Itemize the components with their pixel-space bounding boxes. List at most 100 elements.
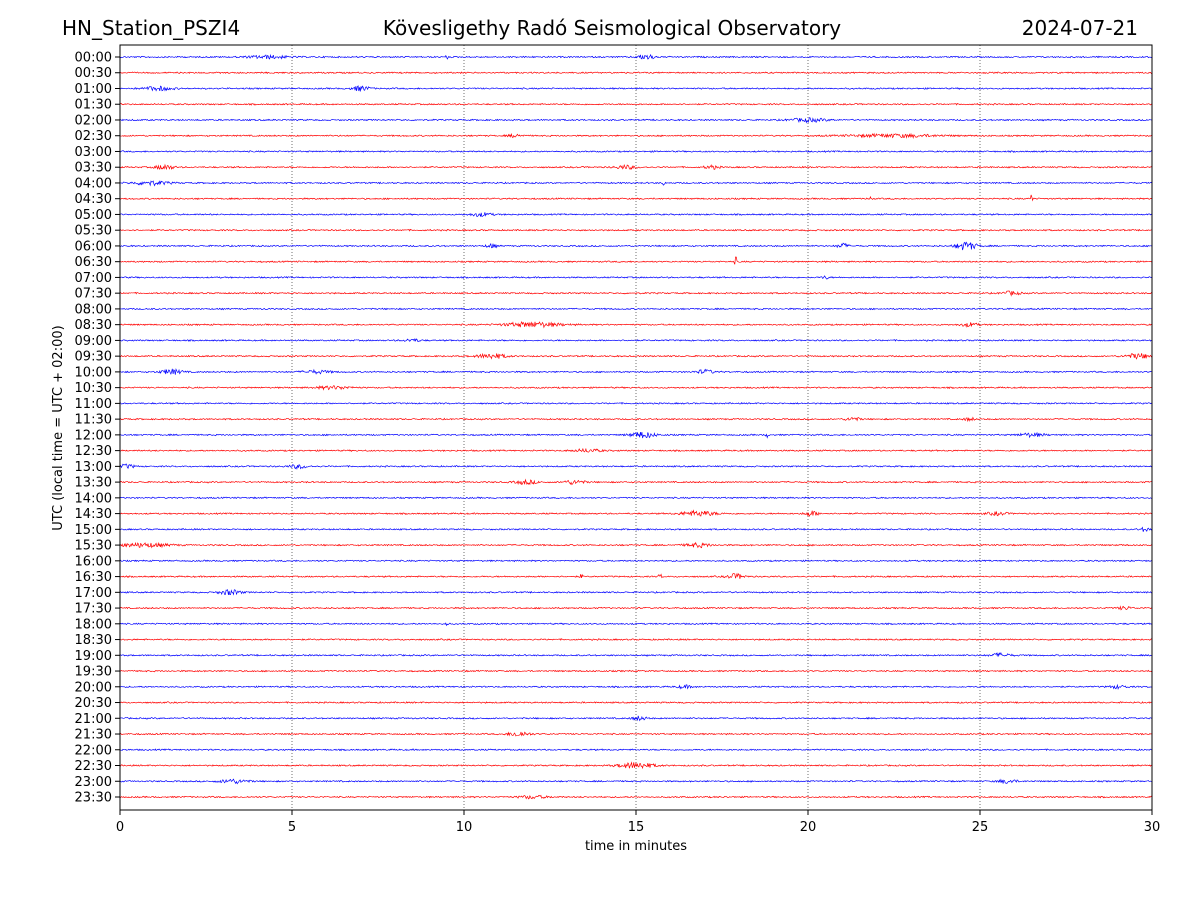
y-axis: 00:0000:3001:0001:3002:0002:3003:0003:30…: [75, 51, 120, 806]
trace-2130: [119, 731, 1153, 737]
trace-0400: [119, 180, 1153, 187]
y-tick-label: 14:00: [75, 491, 112, 506]
y-tick-label: 21:30: [75, 728, 112, 743]
y-tick-label: 22:00: [75, 743, 112, 758]
trace-0930: [119, 352, 1153, 360]
y-tick-label: 11:30: [75, 413, 112, 428]
y-tick-label: 07:00: [75, 271, 112, 286]
trace-2300: [119, 778, 1153, 785]
y-tick-label: 10:00: [75, 365, 112, 380]
x-tick-label: 0: [116, 820, 124, 835]
y-tick-label: 21:00: [75, 712, 112, 727]
y-tick-label: 12:30: [75, 444, 112, 459]
trace-1330: [119, 478, 1153, 486]
y-tick-label: 15:00: [75, 523, 112, 538]
trace-1030: [119, 385, 1153, 391]
y-tick-label: 00:30: [75, 66, 112, 81]
y-tick-label: 16:00: [75, 554, 112, 569]
trace-1500: [119, 526, 1153, 532]
y-tick-label: 11:00: [75, 397, 112, 412]
trace-0500: [119, 212, 1153, 217]
trace-0900: [119, 338, 1153, 342]
trace-1200: [119, 431, 1153, 439]
y-tick-label: 15:30: [75, 539, 112, 554]
trace-1530: [119, 541, 1153, 549]
y-tick-label: 01:00: [75, 82, 112, 97]
y-tick-label: 06:00: [75, 239, 112, 254]
trace-2230: [119, 761, 1153, 770]
trace-2200: [119, 748, 1153, 752]
x-tick-label: 5: [288, 820, 296, 835]
y-tick-label: 23:30: [75, 791, 112, 806]
x-axis: 0 5 10 15 20 25 30: [116, 810, 1160, 835]
trace-0130: [119, 102, 1153, 106]
grid-lines: [291, 45, 981, 810]
trace-1930: [119, 669, 1153, 673]
y-tick-label: 19:00: [75, 649, 112, 664]
y-tick-label: 02:30: [75, 129, 112, 144]
y-tick-label: 17:00: [75, 586, 112, 601]
trace-0000: [119, 53, 1153, 60]
y-tick-label: 20:00: [75, 680, 112, 695]
trace-0330: [119, 163, 1153, 171]
trace-1700: [119, 589, 1153, 596]
trace-1900: [119, 652, 1153, 658]
y-tick-label: 10:30: [75, 381, 112, 396]
y-tick-label: 05:30: [75, 224, 112, 239]
trace-2100: [119, 715, 1153, 722]
y-tick-label: 20:30: [75, 696, 112, 711]
y-tick-label: 04:00: [75, 176, 112, 191]
trace-0730: [119, 290, 1153, 297]
trace-1630: [119, 572, 1153, 579]
trace-2000: [119, 683, 1153, 691]
trace-1600: [119, 559, 1153, 563]
trace-0630: [119, 256, 1153, 265]
x-tick-label: 20: [800, 820, 817, 835]
y-tick-label: 02:00: [75, 113, 112, 128]
y-tick-label: 08:30: [75, 318, 112, 333]
y-tick-label: 09:00: [75, 334, 112, 349]
trace-1000: [119, 368, 1153, 375]
trace-0200: [119, 117, 1153, 124]
trace-2030: [119, 701, 1153, 704]
y-tick-label: 18:30: [75, 633, 112, 648]
trace-0100: [119, 85, 1153, 92]
date-title: 2024-07-21: [1022, 16, 1138, 40]
x-tick-label: 30: [1144, 820, 1161, 835]
trace-0600: [120, 241, 1153, 251]
trace-0700: [119, 275, 1153, 280]
y-tick-label: 05:00: [75, 208, 112, 223]
y-axis-label: UTC (local time = UTC + 02:00): [51, 325, 66, 530]
trace-0430: [119, 194, 1153, 202]
trace-2330: [119, 794, 1153, 800]
y-tick-label: 23:00: [75, 775, 112, 790]
x-axis-label: time in minutes: [585, 839, 687, 854]
trace-1730: [119, 605, 1153, 611]
y-tick-label: 22:30: [75, 759, 112, 774]
y-tick-label: 09:30: [75, 350, 112, 365]
y-tick-label: 08:00: [75, 302, 112, 317]
y-tick-label: 12:00: [75, 428, 112, 443]
traces: [119, 53, 1153, 800]
trace-1300: [119, 463, 1153, 470]
trace-0300: [119, 150, 1153, 153]
y-tick-label: 06:30: [75, 255, 112, 270]
y-tick-label: 00:00: [75, 51, 112, 66]
y-tick-label: 13:00: [75, 460, 112, 475]
trace-0530: [119, 228, 1153, 232]
trace-1400: [119, 496, 1153, 500]
trace-1430: [119, 509, 1153, 517]
y-tick-label: 19:30: [75, 665, 112, 680]
y-tick-label: 17:30: [75, 602, 112, 617]
trace-0830: [119, 321, 1153, 329]
y-tick-label: 07:30: [75, 287, 112, 302]
x-tick-label: 10: [456, 820, 473, 835]
x-tick-label: 25: [972, 820, 989, 835]
trace-0230: [119, 132, 1153, 139]
y-tick-label: 14:30: [75, 507, 112, 522]
trace-1800: [119, 622, 1153, 627]
trace-1830: [119, 638, 1153, 641]
y-tick-label: 04:30: [75, 192, 112, 207]
y-tick-label: 01:30: [75, 98, 112, 113]
